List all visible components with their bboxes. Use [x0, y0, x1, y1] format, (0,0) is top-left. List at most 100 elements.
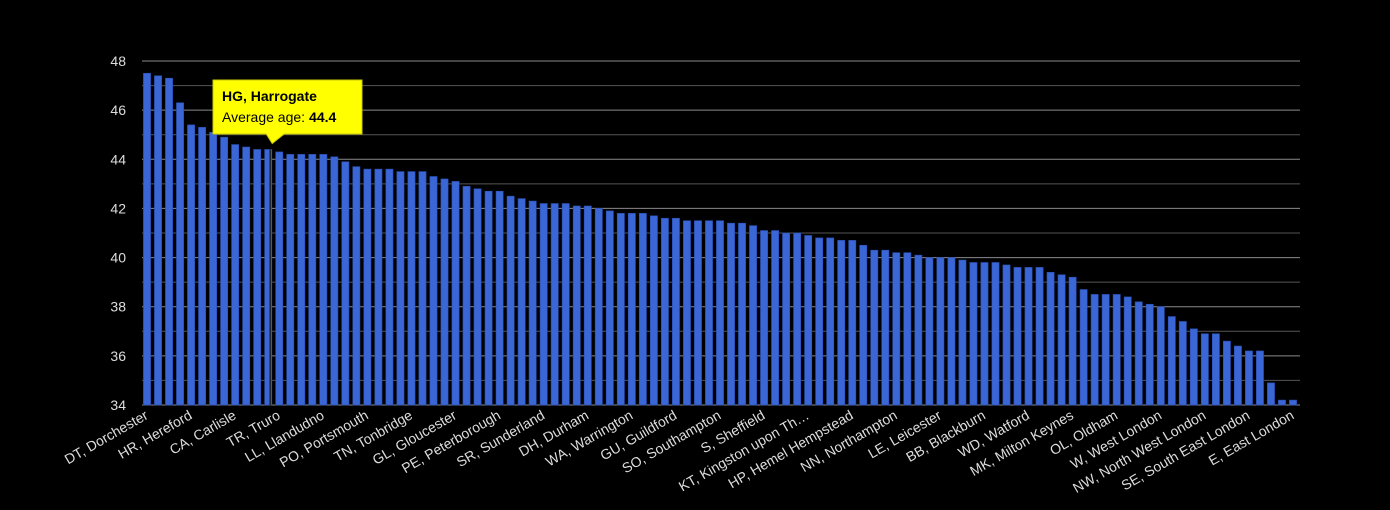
bar — [143, 72, 151, 406]
bar — [727, 222, 735, 406]
bar — [385, 168, 394, 406]
bar — [782, 232, 791, 406]
bar — [1112, 294, 1121, 406]
bar — [881, 249, 890, 406]
bar — [903, 252, 912, 406]
bar — [440, 178, 449, 406]
bar — [561, 203, 570, 406]
bar — [1145, 303, 1154, 406]
bar — [694, 220, 702, 406]
bar — [429, 176, 438, 406]
bar — [1013, 267, 1022, 406]
bar — [176, 102, 184, 406]
bar — [495, 190, 504, 406]
bar — [242, 146, 251, 406]
bar — [969, 262, 978, 406]
bar — [1278, 399, 1286, 406]
bar — [616, 213, 625, 406]
bar — [264, 149, 273, 406]
bar — [572, 205, 581, 406]
bar — [716, 220, 724, 406]
bar — [1002, 264, 1011, 406]
bar — [848, 240, 857, 406]
bar — [859, 244, 868, 406]
bar — [683, 220, 691, 406]
bar — [1267, 382, 1275, 406]
bar — [363, 168, 372, 406]
bar — [1024, 267, 1033, 406]
bar — [804, 235, 813, 406]
bar — [1245, 350, 1253, 406]
bar — [1123, 296, 1132, 406]
bar — [451, 181, 460, 406]
bar — [1057, 274, 1066, 406]
bar — [473, 188, 482, 406]
bar — [672, 217, 680, 406]
bar — [319, 154, 328, 406]
tooltip-label: Average age: — [222, 109, 305, 125]
bar — [649, 215, 658, 406]
bar — [771, 230, 779, 406]
bar — [506, 195, 515, 406]
bar — [1035, 267, 1044, 406]
bar — [705, 220, 713, 406]
bar — [627, 213, 636, 406]
bar — [793, 232, 802, 406]
bar — [341, 161, 350, 406]
tooltip-value: 44.4 — [309, 109, 336, 125]
bar — [980, 262, 989, 406]
bar — [352, 166, 361, 406]
bar — [1289, 399, 1297, 406]
tooltip: HG, Harrogate Average age: 44.4 — [212, 79, 363, 145]
bar — [892, 252, 901, 406]
bar — [1079, 289, 1088, 406]
bar — [1167, 316, 1176, 406]
bar — [253, 149, 262, 406]
tooltip-box — [212, 79, 363, 145]
bar — [914, 254, 923, 406]
y-tick-label: 38 — [110, 299, 126, 315]
y-tick-label: 36 — [110, 348, 126, 364]
y-tick-label: 48 — [110, 53, 126, 69]
bar — [738, 222, 746, 406]
bar — [1068, 276, 1077, 406]
tooltip-line: Average age: 44.4 — [222, 109, 336, 125]
bar — [583, 205, 592, 406]
bar — [165, 77, 173, 406]
bar — [330, 156, 339, 406]
y-tick-label: 42 — [110, 200, 126, 216]
bar — [154, 75, 162, 406]
bar — [275, 151, 284, 406]
bar — [1200, 333, 1209, 406]
bar — [374, 168, 383, 406]
bar — [661, 217, 669, 406]
bar — [1234, 345, 1242, 406]
bar — [1046, 272, 1055, 406]
bar — [1090, 294, 1099, 406]
bar — [231, 144, 240, 406]
y-tick-label: 34 — [110, 397, 126, 413]
bar — [198, 127, 206, 406]
bar — [749, 225, 757, 406]
bar — [286, 154, 295, 406]
bar — [297, 154, 306, 406]
bar — [1178, 321, 1187, 406]
y-tick-label: 44 — [110, 151, 126, 167]
bar — [594, 208, 603, 406]
bar — [826, 237, 835, 406]
bar — [528, 200, 537, 406]
bar — [187, 124, 195, 406]
bar — [1256, 350, 1264, 406]
bar — [947, 257, 956, 406]
bar — [550, 203, 559, 406]
bar — [308, 154, 317, 406]
bar — [605, 210, 614, 406]
bar — [462, 186, 471, 406]
bar — [396, 171, 405, 406]
bar — [936, 257, 945, 406]
y-tick-label: 46 — [110, 102, 126, 118]
bar — [815, 237, 824, 406]
bar — [517, 198, 526, 406]
